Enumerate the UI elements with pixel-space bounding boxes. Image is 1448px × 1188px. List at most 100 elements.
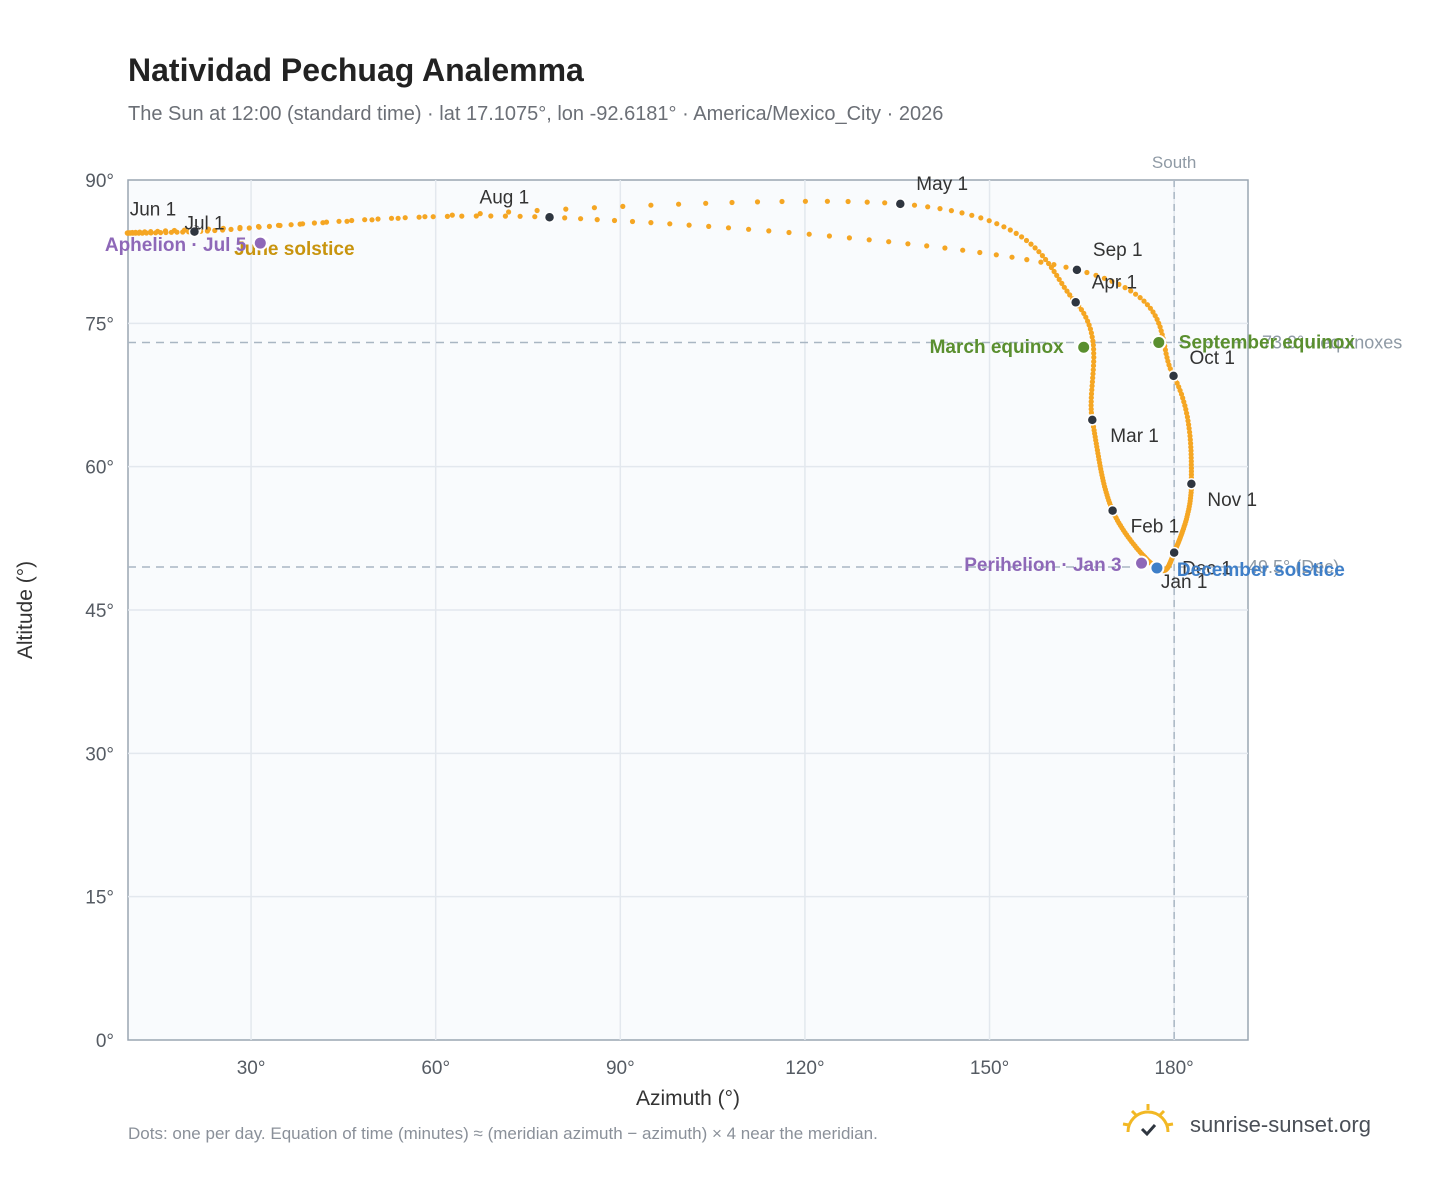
daily-dot	[591, 205, 598, 211]
event-label: September equinox	[1179, 332, 1356, 353]
month-marker[interactable]	[543, 211, 556, 224]
daily-dot	[174, 229, 180, 235]
daily-dot	[488, 213, 494, 219]
daily-dot	[994, 221, 1000, 227]
daily-dot	[1009, 254, 1015, 260]
month-label: Mar 1	[1110, 426, 1159, 447]
daily-dot	[1067, 292, 1073, 298]
daily-dot	[311, 220, 317, 226]
daily-dot	[845, 198, 851, 205]
daily-dot	[629, 218, 636, 225]
daily-dot	[886, 239, 892, 245]
daily-dot	[288, 222, 294, 228]
daily-dot	[686, 222, 692, 228]
daily-dot	[746, 226, 752, 232]
daily-dot	[1088, 399, 1094, 405]
daily-dot	[1137, 295, 1143, 301]
daily-dot	[1013, 230, 1019, 236]
axes: 30° 60° 90° 120° 150° 180° 0° 15° 30° 45° 60° 75° 90…	[14, 171, 1194, 1110]
daily-dot	[866, 237, 872, 243]
daily-dot	[430, 214, 436, 220]
daily-dot	[578, 216, 584, 222]
y-tick-label: 15°	[85, 888, 114, 909]
daily-dot	[1091, 354, 1097, 360]
month-label: Sep 1	[1093, 240, 1143, 261]
daily-dot	[228, 226, 234, 232]
month-marker[interactable]	[894, 198, 907, 210]
daily-dot	[1051, 262, 1057, 268]
daily-dot	[1090, 371, 1096, 377]
month-marker[interactable]	[1167, 370, 1180, 382]
daily-dot	[978, 215, 984, 221]
month-label: Dec 1	[1182, 559, 1232, 580]
month-marker[interactable]	[1185, 478, 1198, 490]
brand[interactable]: sunrise-sunset.org	[1120, 1100, 1390, 1150]
daily-dot	[1090, 375, 1096, 381]
event-marker[interactable]	[1076, 339, 1092, 355]
month-marker[interactable]	[1168, 546, 1180, 559]
daily-dot	[473, 213, 479, 219]
month-marker[interactable]	[188, 225, 201, 238]
y-tick-label: 75°	[85, 314, 114, 335]
daily-dot	[1091, 346, 1097, 352]
daily-dot	[220, 227, 226, 233]
event-marker[interactable]	[1134, 555, 1150, 571]
month-marker[interactable]	[1071, 264, 1083, 276]
daily-dot	[266, 223, 272, 229]
daily-dot	[882, 200, 888, 206]
daily-dot	[924, 243, 930, 249]
daily-dot	[1036, 249, 1042, 255]
daily-dot	[802, 198, 809, 204]
daily-dot	[1093, 272, 1099, 278]
event-marker[interactable]	[1149, 560, 1165, 576]
y-tick-label: 45°	[85, 601, 114, 622]
daily-dot	[1188, 440, 1194, 446]
daily-dot	[1090, 367, 1096, 373]
x-tick-label: 90°	[606, 1058, 635, 1079]
month-marker[interactable]	[1086, 414, 1099, 426]
daily-dot	[1187, 437, 1193, 443]
y-tick-label: 30°	[85, 744, 114, 765]
daily-dot	[1038, 259, 1044, 265]
y-tick-label: 0°	[96, 1031, 114, 1052]
event-marker[interactable]	[252, 235, 268, 251]
daily-dot	[416, 214, 422, 220]
reference-label: 73.0° · equinoxes	[1262, 332, 1402, 352]
daily-dot	[1089, 387, 1095, 393]
daily-dot	[1046, 260, 1052, 267]
x-tick-label: 120°	[785, 1058, 824, 1079]
daily-dot	[502, 213, 508, 219]
daily-dot	[168, 229, 174, 235]
daily-dot	[1090, 338, 1096, 344]
event-markers: March equinox September equinox June solst…	[105, 235, 1356, 581]
daily-dot	[362, 217, 368, 223]
daily-dot	[1084, 269, 1090, 276]
daily-dot	[1144, 302, 1150, 308]
daily-dot	[1157, 324, 1163, 330]
daily-dot	[648, 202, 654, 208]
daily-dot	[1088, 391, 1095, 397]
daily-dot	[277, 222, 283, 229]
daily-dot	[1061, 284, 1067, 290]
month-label: Apr 1	[1092, 272, 1137, 293]
daily-dot	[562, 215, 568, 221]
daily-dot	[344, 218, 350, 224]
month-marker[interactable]	[1069, 296, 1082, 309]
event-label: Aphelion · Jul 5	[105, 235, 247, 256]
month-label: May 1	[916, 174, 968, 195]
grid-lines	[128, 180, 1248, 1040]
event-label: March equinox	[930, 337, 1065, 358]
daily-dot	[754, 199, 761, 205]
daily-dot	[1088, 330, 1094, 336]
daily-dot	[1147, 305, 1153, 311]
event-marker[interactable]	[1151, 334, 1167, 350]
daily-dot	[1007, 227, 1013, 233]
daily-dot	[246, 225, 252, 231]
daily-dot	[1028, 241, 1034, 247]
x-axis-label: Azimuth (°)	[636, 1087, 740, 1110]
daily-dot	[1101, 275, 1107, 281]
month-marker[interactable]	[1106, 504, 1119, 517]
reference-label: 49.5° (Dec)	[1248, 557, 1339, 577]
chart-subtitle: The Sun at 12:00 (standard time) · lat 1…	[128, 103, 944, 125]
